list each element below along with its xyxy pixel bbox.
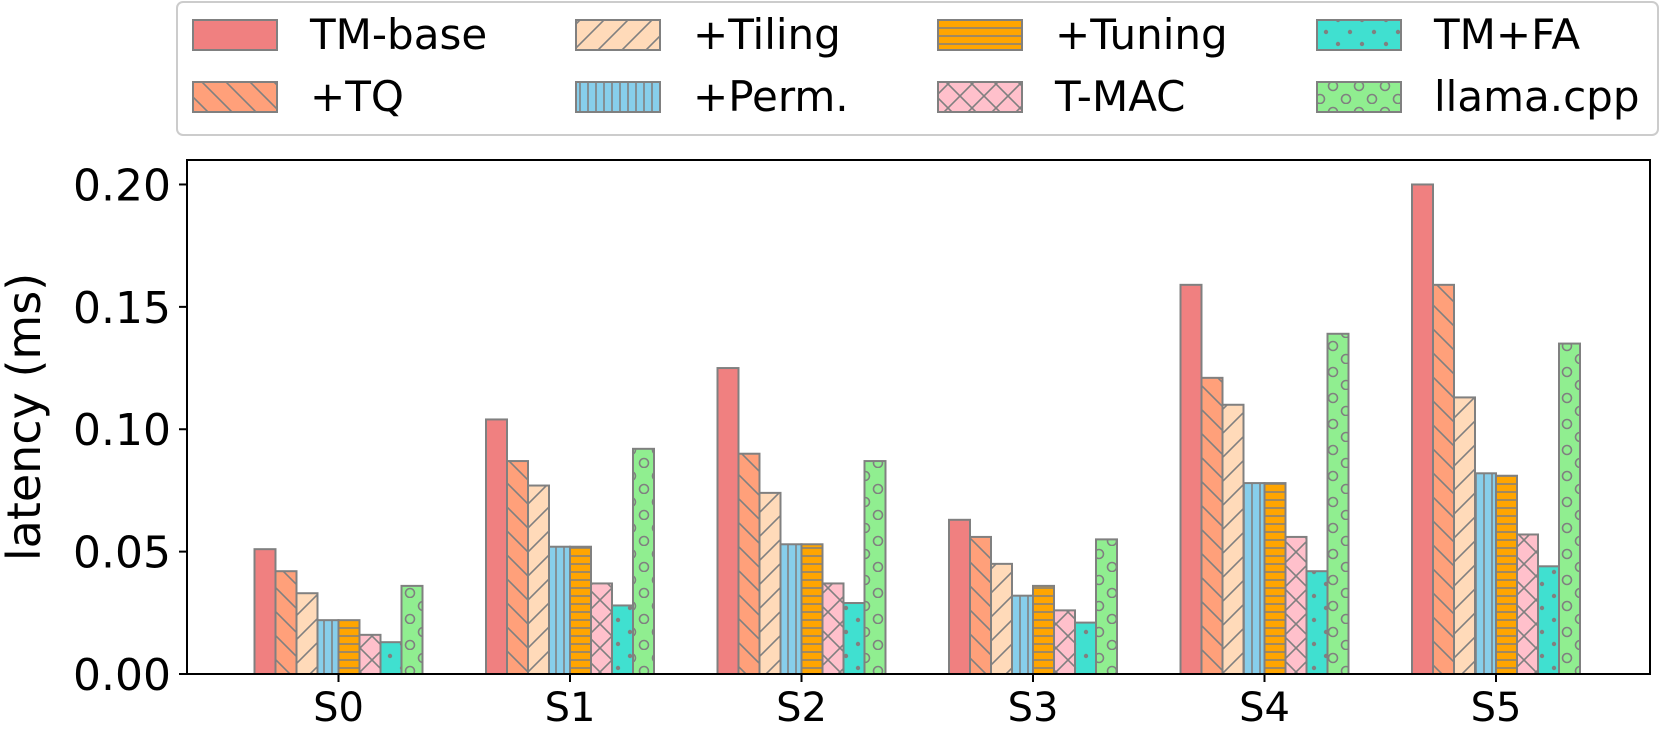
legend-swatch <box>192 81 278 113</box>
bar-tiling-s1 <box>527 484 550 675</box>
legend-swatch <box>575 81 661 113</box>
y-tick-label: 0.15 <box>73 283 171 334</box>
x-tick-label: S1 <box>545 685 596 730</box>
bar-tiling-s4 <box>1221 403 1245 675</box>
bar-tuning-s3 <box>1032 584 1055 676</box>
x-tick-label: S0 <box>313 685 364 730</box>
bar-tq-s1 <box>506 460 529 675</box>
bar-tuning-s4 <box>1263 482 1287 676</box>
bar-tq-s5 <box>1432 283 1455 675</box>
bar-perm-s2 <box>779 543 803 675</box>
bar-tm-base-s5 <box>1411 183 1434 675</box>
bar-t-mac-s1 <box>590 582 613 676</box>
bar-perm-s3 <box>1011 594 1034 676</box>
legend-label: +Tuning <box>1055 10 1228 59</box>
legend: TM-base +TQ +Tiling +Perm. +Tuning T-MAC TM+FA… <box>176 1 1659 136</box>
bar-tuning-s0 <box>337 619 361 676</box>
legend-swatch <box>192 19 278 51</box>
bar-tm-fa-s3 <box>1074 621 1097 675</box>
bar-t-mac-s2 <box>821 582 845 676</box>
bar-tiling-s0 <box>295 592 319 676</box>
y-tick-label: 0.10 <box>73 405 171 456</box>
bar-tuning-s2 <box>800 543 824 675</box>
legend-label: TM-base <box>309 10 487 59</box>
bar-tuning-s5 <box>1495 474 1518 675</box>
bar-llama-cpp-s2 <box>863 460 887 675</box>
x-axis: S0 S1 S2 S3 S4 S5 <box>313 674 1521 730</box>
legend-label: T-MAC <box>1054 72 1186 121</box>
bar-tm-base-s1 <box>485 418 508 676</box>
legend-box <box>176 1 1659 136</box>
bar-tm-fa-s0 <box>379 641 403 676</box>
bar-tm-base-s0 <box>253 548 277 676</box>
legend-swatch <box>937 19 1023 51</box>
bar-llama-cpp-s4 <box>1326 332 1350 675</box>
legend-label: +Perm. <box>693 72 849 121</box>
legend-swatch <box>575 19 661 51</box>
plot-frame <box>186 159 1651 675</box>
legend-swatch <box>1316 19 1402 51</box>
legend-swatch <box>1316 81 1402 113</box>
legend-label: +TQ <box>310 72 404 121</box>
bar-llama-cpp-s3 <box>1095 538 1118 676</box>
bars <box>253 183 1581 676</box>
bar-t-mac-s3 <box>1053 609 1076 675</box>
bar-tq-s4 <box>1200 376 1224 675</box>
y-axis-label: latency (ms) <box>0 273 51 561</box>
bar-tm-fa-s4 <box>1305 570 1329 676</box>
x-tick-label: S2 <box>776 685 827 730</box>
bar-tiling-s2 <box>758 491 782 675</box>
bar-llama-cpp-s1 <box>632 447 655 676</box>
bar-tm-base-s4 <box>1179 283 1203 675</box>
y-axis: 0.00 0.05 0.10 0.15 0.20 <box>73 160 187 701</box>
bar-t-mac-s0 <box>358 633 382 675</box>
bar-tm-base-s3 <box>948 518 971 675</box>
legend-label: llama.cpp <box>1434 72 1640 121</box>
bar-tm-fa-s2 <box>842 602 866 675</box>
x-tick-label: S3 <box>1008 685 1059 730</box>
bar-tq-s2 <box>737 452 761 676</box>
bar-llama-cpp-s0 <box>400 584 424 676</box>
bar-t-mac-s4 <box>1284 535 1308 676</box>
bar-perm-s5 <box>1474 472 1497 675</box>
y-tick-label: 0.05 <box>73 528 171 579</box>
x-tick-label: S4 <box>1239 685 1290 730</box>
bar-perm-s1 <box>548 545 571 676</box>
legend-label: +Tiling <box>693 10 841 59</box>
bar-llama-cpp-s5 <box>1558 342 1581 675</box>
bar-tm-base-s2 <box>716 367 740 675</box>
bar-perm-s4 <box>1242 482 1266 676</box>
bar-tm-fa-s1 <box>611 604 634 676</box>
bar-tuning-s1 <box>569 545 592 676</box>
bar-tq-s3 <box>969 535 992 676</box>
bar-t-mac-s5 <box>1516 533 1539 675</box>
bar-tm-fa-s5 <box>1537 565 1560 675</box>
bar-tiling-s3 <box>990 562 1013 675</box>
bar-perm-s0 <box>316 619 340 676</box>
bar-tiling-s5 <box>1453 396 1476 675</box>
y-tick-label: 0.20 <box>73 160 171 211</box>
x-tick-label: S5 <box>1471 685 1522 730</box>
y-tick-label: 0.00 <box>73 650 171 701</box>
bar-tq-s0 <box>274 570 298 676</box>
legend-label: TM+FA <box>1433 10 1580 59</box>
legend-swatch <box>937 81 1023 113</box>
